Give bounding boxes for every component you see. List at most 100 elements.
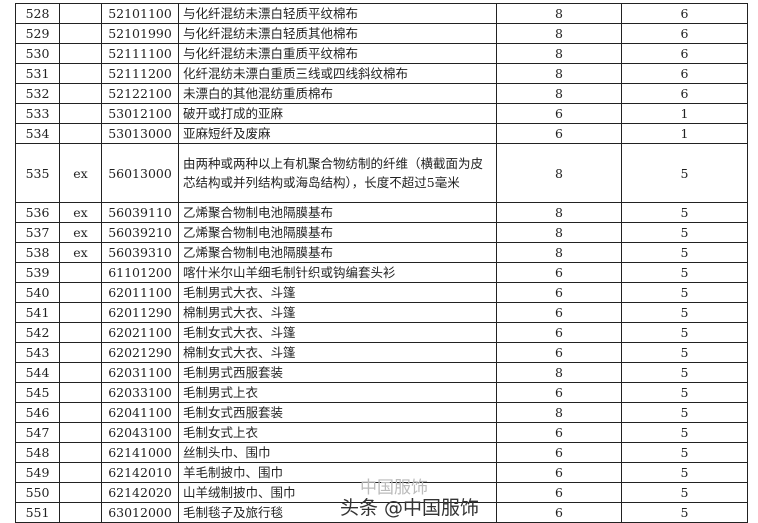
rate-b: 5 xyxy=(621,382,748,403)
rate-a: 8 xyxy=(496,83,622,104)
ex-mark xyxy=(59,342,102,363)
ex-mark xyxy=(59,322,102,343)
rate-b: 5 xyxy=(621,282,748,303)
rate-b: 5 xyxy=(621,322,748,343)
description: 与化纤混纺未漂白轻质平纹棉布 xyxy=(178,3,497,24)
rate-b: 6 xyxy=(621,63,748,84)
tariff-code: 56039310 xyxy=(101,242,179,263)
table-row: 531 52111200 化纤混纺未漂白重质三线或四线斜纹棉布 8 6 xyxy=(15,63,748,84)
rate-b: 1 xyxy=(621,103,748,124)
description: 棉制男式大衣、斗篷 xyxy=(178,302,497,323)
table-row: 548 62141000 丝制头巾、围巾 6 5 xyxy=(15,442,748,463)
rate-a: 8 xyxy=(496,362,622,383)
rate-a: 6 xyxy=(496,442,622,463)
description: 破开或打成的亚麻 xyxy=(178,103,497,124)
ex-mark xyxy=(59,362,102,383)
rate-a: 6 xyxy=(496,123,622,144)
row-number: 540 xyxy=(15,282,60,303)
ex-mark xyxy=(59,382,102,403)
table-row: 541 62011290 棉制男式大衣、斗篷 6 5 xyxy=(15,302,748,323)
ex-mark xyxy=(59,302,102,323)
rate-a: 6 xyxy=(496,382,622,403)
ex-mark xyxy=(59,482,102,503)
table-row: 528 52101100 与化纤混纺未漂白轻质平纹棉布 8 6 xyxy=(15,3,748,24)
description: 毛制男式大衣、斗篷 xyxy=(178,282,497,303)
ex-mark xyxy=(59,422,102,443)
row-number: 550 xyxy=(15,482,60,503)
table-row: 536 ex 56039110 乙烯聚合物制电池隔膜基布 8 5 xyxy=(15,202,748,223)
rate-a: 6 xyxy=(496,322,622,343)
description: 乙烯聚合物制电池隔膜基布 xyxy=(178,222,497,243)
rate-a: 6 xyxy=(496,342,622,363)
row-number: 532 xyxy=(15,83,60,104)
rate-b: 6 xyxy=(621,3,748,24)
row-number: 533 xyxy=(15,103,60,124)
rate-b: 5 xyxy=(621,242,748,263)
ex-mark xyxy=(59,442,102,463)
tariff-code: 52111100 xyxy=(101,43,179,64)
watermark-faint: 中国服饰 xyxy=(360,478,428,498)
table-row: 547 62043100 毛制女式上衣 6 5 xyxy=(15,422,748,443)
ex-mark: ex xyxy=(59,242,102,263)
watermark: 头条 @中国服饰 xyxy=(340,497,480,519)
rate-a: 6 xyxy=(496,262,622,283)
table-row: 538 ex 56039310 乙烯聚合物制电池隔膜基布 8 5 xyxy=(15,242,748,263)
row-number: 529 xyxy=(15,23,60,44)
row-number: 544 xyxy=(15,362,60,383)
description: 羊毛制披巾、围巾 xyxy=(178,462,497,483)
row-number: 548 xyxy=(15,442,60,463)
rate-a: 8 xyxy=(496,143,622,203)
row-number: 535 xyxy=(15,143,60,203)
rate-a: 8 xyxy=(496,23,622,44)
rate-a: 6 xyxy=(496,422,622,443)
rate-a: 6 xyxy=(496,282,622,303)
row-number: 543 xyxy=(15,342,60,363)
description: 乙烯聚合物制电池隔膜基布 xyxy=(178,202,497,223)
tariff-code: 62041100 xyxy=(101,402,179,423)
table-row: 533 53012100 破开或打成的亚麻 6 1 xyxy=(15,103,748,124)
tariff-code: 62142020 xyxy=(101,482,179,503)
table-row: 530 52111100 与化纤混纺未漂白重质平纹棉布 8 6 xyxy=(15,43,748,64)
ex-mark xyxy=(59,103,102,124)
ex-mark xyxy=(59,43,102,64)
ex-mark xyxy=(59,402,102,423)
rate-b: 6 xyxy=(621,43,748,64)
row-number: 531 xyxy=(15,63,60,84)
rate-b: 5 xyxy=(621,342,748,363)
table-row: 544 62031100 毛制男式西服套装 8 5 xyxy=(15,362,748,383)
row-number: 528 xyxy=(15,3,60,24)
table-row: 532 52122100 未漂白的其他混纺重质棉布 8 6 xyxy=(15,83,748,104)
ex-mark xyxy=(59,123,102,144)
table-row: 551 63012000 毛制毯子及旅行毯 6 5 xyxy=(15,502,748,523)
ex-mark xyxy=(59,3,102,24)
tariff-table: 528 52101100 与化纤混纺未漂白轻质平纹棉布 8 6 529 52101990 与化… xyxy=(15,3,748,523)
rate-a: 8 xyxy=(496,202,622,223)
tariff-code: 52122100 xyxy=(101,83,179,104)
rate-b: 5 xyxy=(621,462,748,483)
description: 棉制女式大衣、斗篷 xyxy=(178,342,497,363)
table-row: 540 62011100 毛制男式大衣、斗篷 6 5 xyxy=(15,282,748,303)
ex-mark xyxy=(59,83,102,104)
description: 丝制头巾、围巾 xyxy=(178,442,497,463)
tariff-code: 53013000 xyxy=(101,123,179,144)
ex-mark xyxy=(59,23,102,44)
rate-b: 5 xyxy=(621,222,748,243)
table-row: 545 62033100 毛制男式上衣 6 5 xyxy=(15,382,748,403)
description: 毛制女式西服套装 xyxy=(178,402,497,423)
table-row: 537 ex 56039210 乙烯聚合物制电池隔膜基布 8 5 xyxy=(15,222,748,243)
rate-b: 5 xyxy=(621,422,748,443)
tariff-code: 62021290 xyxy=(101,342,179,363)
tariff-code: 62141000 xyxy=(101,442,179,463)
tariff-code: 62011100 xyxy=(101,282,179,303)
rate-a: 8 xyxy=(496,242,622,263)
rate-b: 1 xyxy=(621,123,748,144)
rate-a: 6 xyxy=(496,302,622,323)
table-row: 546 62041100 毛制女式西服套装 8 5 xyxy=(15,402,748,423)
description: 与化纤混纺未漂白轻质其他棉布 xyxy=(178,23,497,44)
description: 毛制男式上衣 xyxy=(178,382,497,403)
rate-b: 5 xyxy=(621,143,748,203)
rate-b: 5 xyxy=(621,362,748,383)
rate-b: 5 xyxy=(621,482,748,503)
row-number: 538 xyxy=(15,242,60,263)
row-number: 534 xyxy=(15,123,60,144)
